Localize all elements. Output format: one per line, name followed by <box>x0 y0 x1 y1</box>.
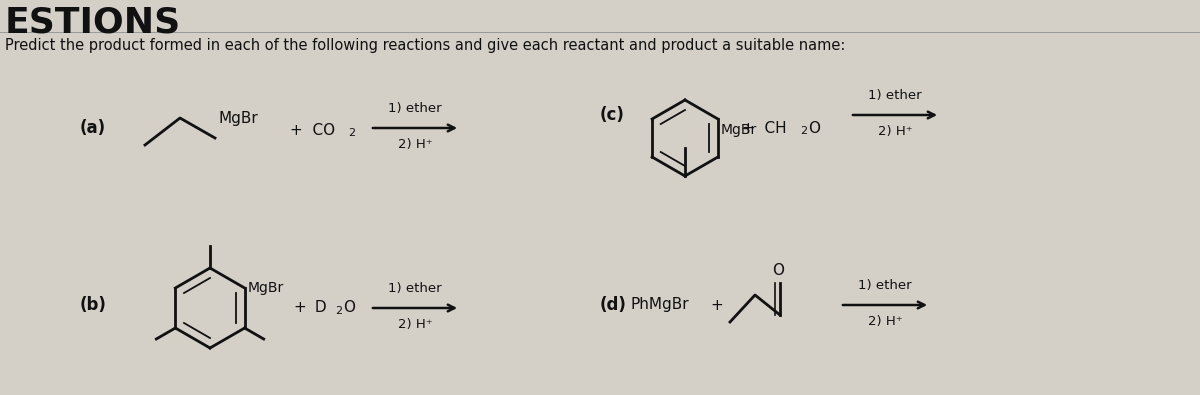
Text: 2: 2 <box>800 126 808 136</box>
Text: +: + <box>293 301 306 316</box>
Text: (a): (a) <box>80 119 106 137</box>
Text: (b): (b) <box>80 296 107 314</box>
Text: PhMgBr: PhMgBr <box>630 297 689 312</box>
Text: MgBr: MgBr <box>721 123 757 137</box>
Text: Predict the product formed in each of the following reactions and give each reac: Predict the product formed in each of th… <box>5 38 845 53</box>
Text: +  CO: + CO <box>290 122 335 137</box>
Text: +: + <box>710 297 722 312</box>
Text: ESTIONS: ESTIONS <box>5 5 181 39</box>
Text: MgBr: MgBr <box>218 111 258 126</box>
Text: 2: 2 <box>348 128 355 138</box>
Text: O: O <box>343 301 355 316</box>
Text: 2) H⁺: 2) H⁺ <box>877 125 912 138</box>
Text: (d): (d) <box>600 296 626 314</box>
Text: D: D <box>310 301 326 316</box>
Text: 1) ether: 1) ether <box>858 279 912 292</box>
Text: 2) H⁺: 2) H⁺ <box>397 318 432 331</box>
Text: 2) H⁺: 2) H⁺ <box>397 138 432 151</box>
Text: (c): (c) <box>600 106 625 124</box>
Text: 1) ether: 1) ether <box>388 102 442 115</box>
Text: 2: 2 <box>335 306 342 316</box>
Text: O: O <box>808 120 820 135</box>
Text: 1) ether: 1) ether <box>868 89 922 102</box>
Text: O: O <box>772 263 784 278</box>
Text: MgBr: MgBr <box>247 281 284 295</box>
Text: +  CH: + CH <box>742 120 787 135</box>
Text: 2) H⁺: 2) H⁺ <box>868 315 902 328</box>
Text: 1) ether: 1) ether <box>388 282 442 295</box>
